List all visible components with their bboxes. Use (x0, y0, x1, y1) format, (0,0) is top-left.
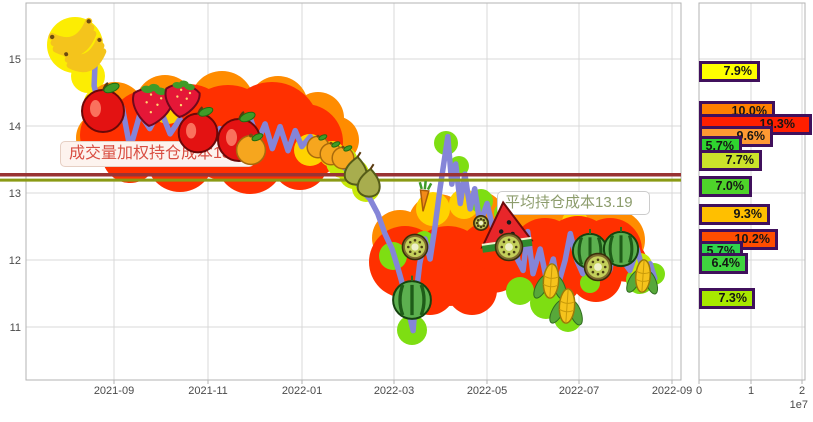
y-tick-label: 15 (9, 54, 21, 66)
right-x-tick-label: 0 (696, 385, 702, 397)
vwap-cost-label: 成交量加权持仓成本13. (60, 141, 254, 167)
distribution-bar[interactable]: 7.3% (699, 288, 755, 309)
axis-exponent-label: 1e7 (790, 399, 808, 411)
y-tick-label: 11 (10, 322, 21, 334)
x-tick-label: 2022-01 (282, 385, 322, 397)
distribution-bar[interactable]: 7.0% (699, 176, 752, 197)
x-tick-label: 2021-09 (94, 385, 134, 397)
distribution-bar[interactable]: 7.9% (699, 61, 760, 82)
distribution-bar[interactable]: 9.3% (699, 204, 770, 225)
y-tick-label: 14 (9, 121, 21, 133)
distribution-bar[interactable]: 7.7% (699, 150, 762, 171)
x-tick-label: 2021-11 (188, 385, 228, 397)
x-tick-label: 2022-07 (559, 385, 599, 397)
x-tick-label: 2022-05 (467, 385, 507, 397)
right-x-tick-label: 2 (799, 385, 805, 397)
y-tick-label: 12 (9, 255, 21, 267)
avg-cost-label: 平均持仓成本13.19 (497, 191, 650, 215)
x-tick-label: 2022-03 (374, 385, 414, 397)
x-tick-label: 2022-09 (652, 385, 692, 397)
distribution-bar[interactable]: 6.4% (699, 253, 748, 274)
right-x-tick-label: 1 (748, 385, 754, 397)
y-tick-label: 13 (9, 188, 21, 200)
